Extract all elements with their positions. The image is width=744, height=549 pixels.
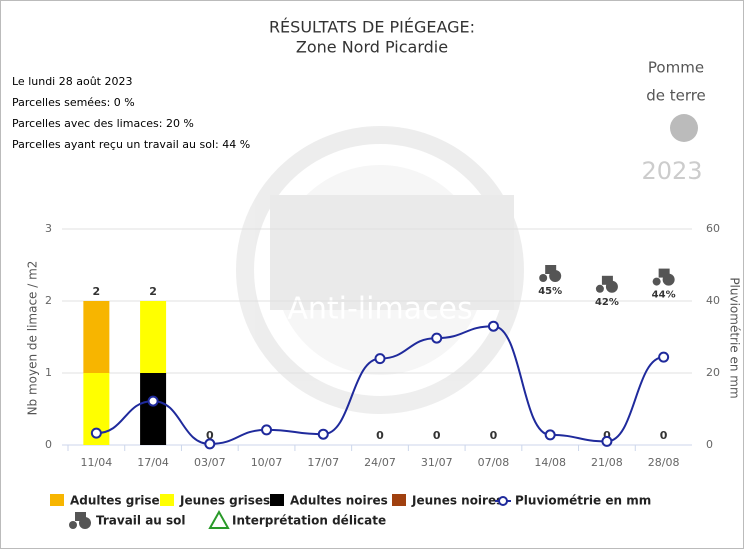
y-tick-label: 3 [45,222,52,235]
x-tick-label: 17/04 [137,456,169,469]
rain-marker [431,332,443,344]
tractor-wheel [595,284,604,293]
y2-tick-label: 20 [706,366,720,379]
total-label: 0 [433,429,441,442]
y-tick-label: 2 [45,294,52,307]
info-line: Parcelles semées: 0 % [12,96,135,109]
tractor-body [75,512,86,521]
total-label: 0 [376,429,384,442]
rain-marker [544,429,556,441]
legend-label: Jeunes noires [411,494,503,508]
x-tick-label: 28/08 [648,456,680,469]
tractor-wheel [662,273,675,286]
legend-label: Interprétation délicate [232,514,386,528]
total-label: 0 [603,429,611,442]
y2-axis-title: Pluviométrie en mm [728,277,742,398]
tractor-body [601,275,613,285]
y2-tick-label: 60 [706,222,720,235]
total-label: 0 [206,429,214,442]
y2-tick-label: 40 [706,294,720,307]
watermark-logo [236,126,524,414]
tractor-icon [652,268,675,286]
tractor-wheel [69,521,77,529]
legend-marker [498,496,508,506]
legend-swatch [50,494,64,506]
info-line: Le lundi 28 août 2023 [12,75,132,88]
y-tick-label: 1 [45,366,52,379]
year: 2023 [641,157,702,185]
tractor-body [545,265,557,274]
legend-label: Jeunes grises [179,494,270,508]
rain-marker [317,428,329,440]
crop: Pomme [648,59,704,77]
y-tick-label: 0 [45,438,52,451]
soil-work-label: 44% [652,290,676,301]
legend-label: Adultes grises [70,494,167,508]
x-tick-label: 10/07 [251,456,283,469]
x-tick-label: 24/07 [364,456,396,469]
x-tick-label: 11/04 [81,456,113,469]
total-label: 0 [660,429,668,442]
chart-subtitle: Zone Nord Picardie [296,38,448,57]
total-label: 0 [490,429,498,442]
legend-warning [208,509,230,529]
rain-marker [204,438,216,450]
y2-tick-label: 0 [706,438,713,451]
tractor-wheel [79,517,91,529]
tractor-wheel [605,280,618,293]
total-label: 2 [149,285,157,298]
bar-segment [140,373,167,445]
rain-marker [90,427,102,439]
legend-label: Pluviométrie en mm [515,494,651,508]
rain-marker [261,424,273,436]
watermark: Anti-limaces [287,292,472,327]
rain-marker [147,395,159,407]
bar-segment [83,301,110,373]
tractor-icon [595,275,618,293]
tractor-body [658,268,670,278]
x-tick-label: 21/08 [591,456,623,469]
x-tick-label: 31/07 [421,456,453,469]
x-tick-label: 17/07 [307,456,339,469]
bar-segment [140,301,167,373]
tractor-icon [539,265,562,282]
x-tick-label: 14/08 [534,456,566,469]
legend-swatch [270,494,284,506]
x-tick-label: 03/07 [194,456,226,469]
legend-label: Travail au sol [96,514,186,528]
soil-work-label: 42% [595,297,619,308]
legend-swatch [160,494,174,506]
soil-work-label: 45% [538,286,562,297]
chart-title: RÉSULTATS DE PIÉGEAGE: [269,18,475,37]
rain-marker [374,353,386,365]
legend-label: Adultes noires [290,494,388,508]
tractor-wheel [652,277,661,286]
tractor-wheel [549,270,562,282]
info-line: Parcelles avec des limaces: 20 % [12,117,194,130]
crop-icon [670,114,698,142]
y-axis-title: Nb moyen de limace / m2 [26,261,40,416]
legend-swatch [392,494,406,506]
info-line: Parcelles ayant reçu un travail au sol: … [12,138,250,151]
crop: de terre [646,87,706,105]
rain-marker [601,435,613,447]
x-tick-label: 07/08 [478,456,510,469]
rain-marker [658,351,670,363]
total-label: 2 [93,285,101,298]
tractor-wheel [539,274,548,282]
legend-tractor [69,512,91,529]
rain-marker [487,320,499,332]
